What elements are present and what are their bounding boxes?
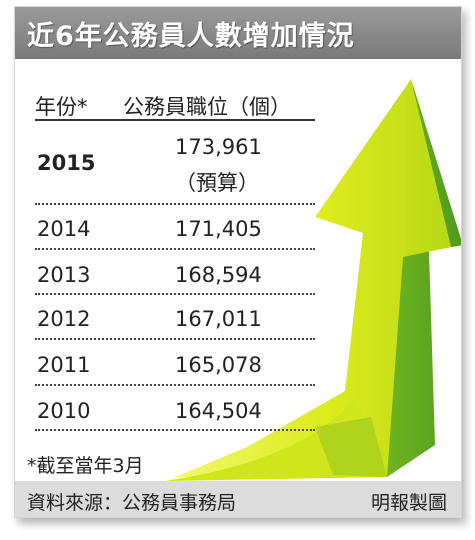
table-cell-year: 2011 (37, 353, 91, 377)
column-header-positions: 公務員職位（個） (123, 95, 291, 119)
header-divider (35, 119, 315, 121)
table-cell-note: （預算） (175, 171, 259, 195)
chart-title: 近6年公務員人數增加情況 (15, 7, 461, 59)
column-header-year: 年份* (35, 95, 88, 119)
table-cell-year: 2012 (37, 307, 91, 331)
row-divider (35, 338, 315, 340)
table-cell-positions: 165,078 (175, 353, 262, 377)
row-divider (35, 293, 315, 295)
table-cell-year: 2015 (37, 151, 96, 175)
infographic-card: 近6年公務員人數增加情況 年份* 公務員職位（個） 2015 173,961 （預算… (14, 6, 462, 518)
table-cell-positions: 171,405 (175, 217, 262, 241)
table-cell-year: 2014 (37, 217, 91, 241)
row-divider (35, 203, 315, 205)
table-cell-positions: 164,504 (175, 399, 262, 423)
source-text: 資料來源：公務員事務局 (27, 492, 237, 514)
table-cell-year: 2013 (37, 263, 91, 287)
table-cell-positions: 168,594 (175, 263, 262, 287)
up-arrow-icon (165, 79, 461, 481)
row-divider (35, 384, 315, 386)
table-cell-year: 2010 (37, 399, 91, 423)
source-bar: 資料來源：公務員事務局 明報製圖 (15, 481, 461, 517)
row-divider (35, 429, 315, 431)
table-cell-positions: 167,011 (175, 307, 262, 331)
credit-text: 明報製圖 (370, 492, 447, 514)
table-cell-positions: 173,961 (175, 135, 262, 159)
row-divider (35, 248, 315, 250)
footnote: *截至當年3月 (27, 455, 144, 477)
